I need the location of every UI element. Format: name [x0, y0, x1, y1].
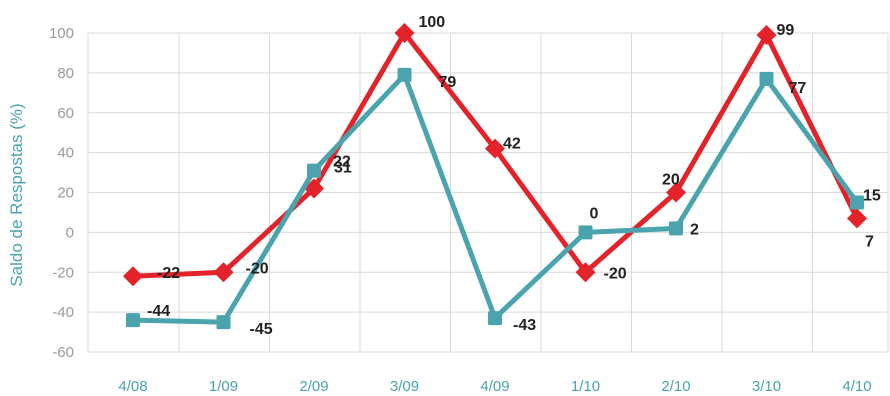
data-label: -44 — [147, 303, 170, 320]
data-label: 79 — [439, 74, 457, 91]
y-tick-label: -60 — [52, 344, 74, 361]
data-label: 22 — [333, 154, 351, 171]
y-tick-label: 100 — [49, 25, 74, 42]
x-tick-label: 3/10 — [752, 378, 781, 395]
data-label: 2 — [690, 221, 699, 238]
x-tick-label: 2/09 — [299, 378, 328, 395]
series-line — [130, 72, 860, 325]
x-tick-label: 3/09 — [390, 378, 419, 395]
series-layer — [123, 23, 867, 330]
x-tick-label: 1/10 — [571, 378, 600, 395]
y-tick-label: 0 — [66, 224, 74, 241]
data-point — [850, 195, 864, 210]
data-point — [123, 266, 143, 287]
data-label: 15 — [863, 187, 881, 204]
data-point — [394, 23, 415, 43]
data-label: 99 — [777, 22, 795, 39]
data-point — [126, 313, 140, 328]
data-label: -22 — [157, 265, 180, 282]
data-labels: -22 -20 22 100 42 -20 20 99 7 -44 -45 31 79 -43 0 2 77 15 — [147, 14, 881, 338]
y-axis: -60 -40 -20 0 20 40 60 80 100 — [49, 25, 74, 361]
data-label: 42 — [503, 136, 521, 153]
x-axis: 4/08 1/09 2/09 3/09 4/09 1/10 2/10 3/10 4/10 — [118, 378, 871, 395]
data-point — [307, 163, 321, 178]
data-point — [759, 71, 774, 86]
y-tick-label: 20 — [57, 185, 74, 202]
y-tick-label: 80 — [57, 65, 74, 82]
data-point — [666, 182, 686, 203]
y-tick-label: 40 — [57, 145, 74, 162]
y-tick-label: -40 — [52, 304, 74, 321]
data-point — [756, 24, 777, 45]
data-point — [575, 262, 596, 283]
x-tick-label: 2/10 — [661, 378, 690, 395]
x-tick-label: 4/10 — [842, 378, 871, 395]
data-label: -45 — [250, 321, 273, 338]
data-label: -20 — [604, 265, 627, 282]
data-point — [216, 315, 231, 330]
y-axis-label: Saldo de Respostas (%) — [7, 103, 26, 286]
y-tick-label: -20 — [52, 264, 74, 281]
data-label: 20 — [662, 172, 680, 189]
data-point — [847, 208, 867, 229]
data-label: 77 — [789, 80, 807, 97]
x-tick-label: 4/09 — [480, 378, 509, 395]
data-point — [397, 67, 412, 82]
data-point — [669, 221, 683, 236]
data-label: 0 — [590, 205, 599, 222]
data-label: 100 — [419, 14, 446, 31]
data-point — [213, 262, 234, 283]
data-label: -20 — [246, 260, 269, 277]
x-tick-label: 4/08 — [118, 378, 147, 395]
data-point — [485, 138, 505, 159]
y-tick-label: 60 — [57, 105, 74, 122]
data-label: -43 — [513, 317, 536, 334]
data-label: 7 — [865, 233, 874, 250]
data-label: 31 — [334, 160, 352, 177]
data-point — [578, 225, 593, 240]
data-point — [488, 311, 502, 326]
x-tick-label: 1/09 — [209, 378, 238, 395]
